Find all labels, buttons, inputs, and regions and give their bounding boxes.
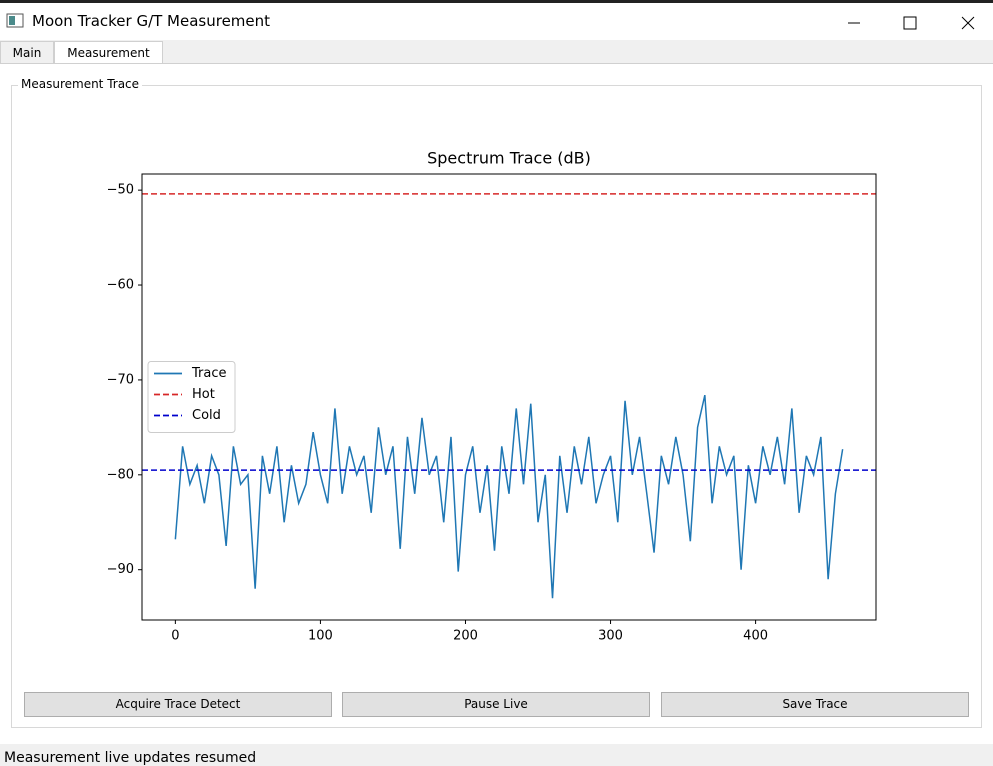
y-tick-label: −80: [107, 467, 134, 482]
window-controls[interactable]: [840, 11, 990, 37]
button[interactable]: Save Trace: [661, 692, 969, 717]
y-tick-label: −60: [107, 278, 134, 293]
axes-frame: [141, 173, 877, 621]
x-tick-label: 400: [743, 629, 768, 644]
tab-selected[interactable]: Measurement: [54, 41, 163, 64]
x-tick-label: 0: [171, 629, 179, 644]
chart: Spectrum Trace (dB) −50 −60 −70 −80 −90 0 100 2…: [107, 149, 877, 644]
group-title: Measurement Trace: [18, 77, 143, 91]
group-box: [11, 85, 982, 728]
legend-label: Trace: [191, 366, 227, 381]
chart-title: Spectrum Trace (dB): [427, 149, 591, 168]
trace-line: [174, 394, 844, 599]
app-icon: [6, 13, 24, 28]
window-title: Moon Tracker G/T Measurement: [32, 12, 271, 30]
x-tick-label: 200: [453, 629, 478, 644]
legend-box: [147, 361, 236, 433]
plot-area: [142, 174, 876, 620]
tab[interactable]: Main: [0, 41, 54, 64]
title-bar: [0, 0, 993, 40]
legend-label: Hot: [192, 387, 215, 402]
y-tick-label: −50: [107, 183, 134, 198]
button[interactable]: Pause Live: [342, 692, 650, 717]
x-tick-label: 100: [308, 629, 333, 644]
legend-label: Cold: [192, 408, 221, 423]
button[interactable]: Acquire Trace Detect: [24, 692, 332, 717]
x-tick-label: 300: [598, 629, 623, 644]
status-bar: Measurement live updates resumed: [4, 750, 257, 766]
y-tick-label: −90: [107, 562, 134, 577]
y-tick-label: −70: [107, 372, 134, 387]
